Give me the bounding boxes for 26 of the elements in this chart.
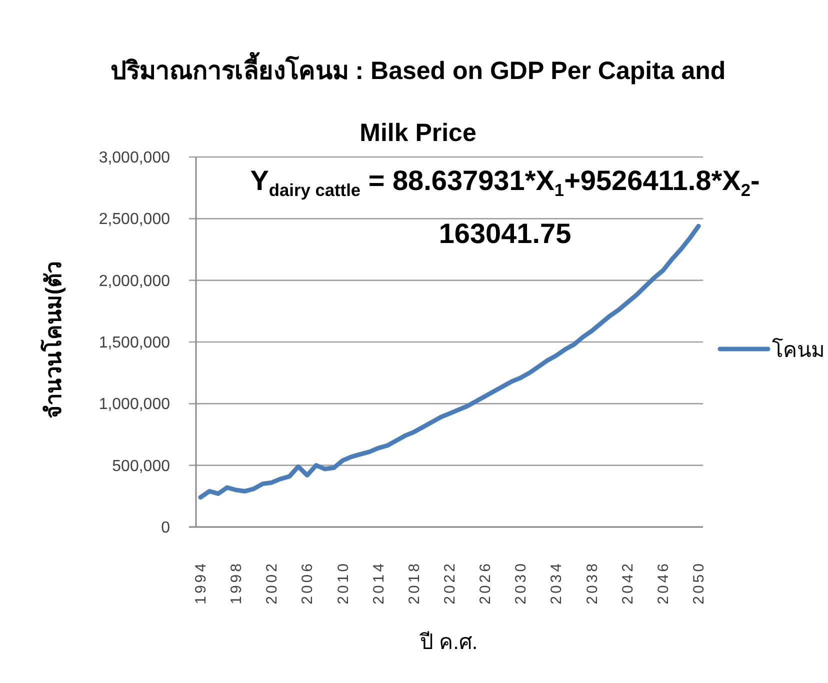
- x-tick-label: 2042: [619, 561, 636, 604]
- y-tick-label: 500,000: [112, 458, 170, 475]
- x-tick-label: 1994: [192, 561, 210, 604]
- y-tick-label: 2,500,000: [98, 211, 170, 228]
- y-tick-label: 1,500,000: [98, 334, 170, 352]
- text: Y$_{dairy cattle}$ = 88.637931*X$_{1}$+9526411.8*X$_{2}$-163041.75: [250, 165, 760, 249]
- legend-label: โคนม: [772, 338, 825, 362]
- x-tick-label: 2014: [370, 561, 388, 604]
- x-tick-label: 2046: [654, 561, 672, 604]
- y-axis-title: จำนวนโคนม(ตัว: [40, 261, 66, 419]
- x-tick-label: 2006: [299, 561, 316, 604]
- x-tick-label: 2026: [477, 561, 494, 604]
- x-tick-label: 1998: [228, 561, 246, 604]
- x-tick-label: 2050: [690, 561, 708, 604]
- y-tick-label: 3,000,000: [98, 150, 170, 166]
- y-tick-label: 0: [161, 520, 170, 536]
- x-tick-label: 2002: [264, 561, 281, 604]
- x-tick-label: 2030: [512, 561, 530, 604]
- x-tick-label: 2018: [406, 561, 423, 604]
- x-tick-label: 2038: [584, 561, 601, 604]
- y-tick-label: 2,000,000: [98, 272, 170, 290]
- x-tick-label: 2010: [334, 561, 352, 604]
- x-tick-label: 2022: [442, 561, 458, 604]
- y-tick-label: 1,000,000: [98, 396, 170, 414]
- x-tick-label: 2034: [548, 561, 566, 604]
- x-axis-title: ปี ค.ศ.: [419, 631, 478, 654]
